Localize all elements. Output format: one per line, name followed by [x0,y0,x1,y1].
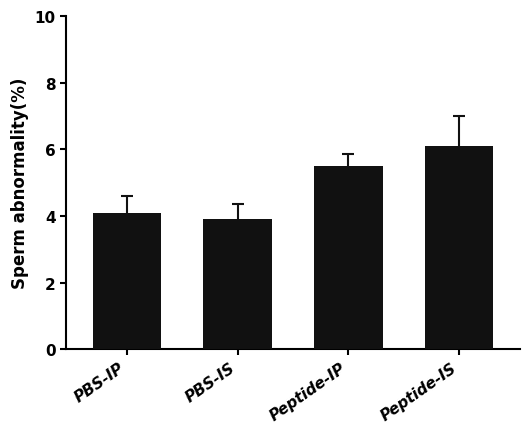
Y-axis label: Sperm abnormality(%): Sperm abnormality(%) [11,78,29,289]
Bar [203,220,272,349]
Bar [425,147,493,349]
Bar [314,167,383,349]
Bar [93,213,161,349]
